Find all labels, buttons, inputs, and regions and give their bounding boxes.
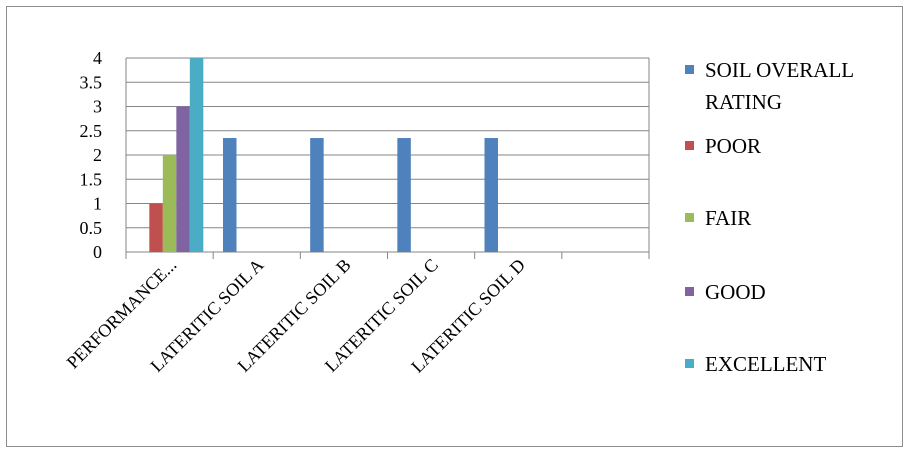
bar — [484, 138, 498, 252]
legend-label: FAIR — [705, 206, 751, 230]
bar — [162, 155, 177, 252]
legend-label: EXCELLENT — [705, 352, 826, 376]
y-tick-label: 2.5 — [80, 121, 103, 141]
y-tick-label: 0.5 — [80, 218, 103, 238]
y-tick-label: 2 — [93, 145, 102, 165]
bar — [397, 138, 411, 252]
legend-label: GOOD — [705, 280, 766, 304]
legend-swatch — [685, 359, 694, 368]
legend-label: POOR — [705, 134, 761, 158]
y-tick-label: 1.5 — [80, 169, 103, 189]
legend-label-line: RATING — [705, 90, 782, 114]
legend-label-line: SOIL OVERALL — [705, 58, 854, 82]
bar — [149, 203, 163, 252]
legend-swatch — [685, 65, 694, 74]
y-tick-label: 3 — [93, 97, 102, 117]
legend-swatch — [685, 213, 694, 222]
y-tick-label: 1 — [93, 194, 102, 214]
bar — [176, 106, 190, 252]
bar — [223, 138, 237, 252]
legend-label: SOIL OVERALL RATING — [705, 58, 854, 114]
bar — [310, 138, 324, 252]
y-tick-label: 0 — [93, 242, 102, 262]
bar — [189, 58, 204, 252]
y-tick-label: 4 — [93, 48, 102, 68]
legend-swatch — [685, 141, 694, 150]
y-tick-label: 3.5 — [80, 72, 103, 92]
legend-swatch — [685, 287, 694, 296]
